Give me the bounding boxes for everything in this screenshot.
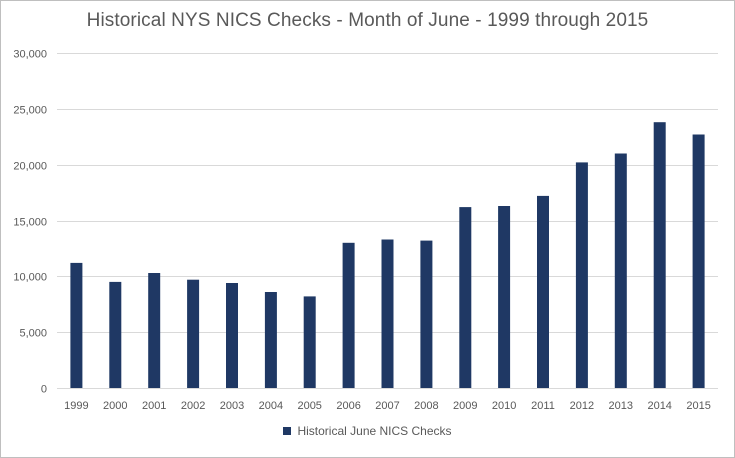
bar-2007 <box>381 239 394 388</box>
y-tick-label: 30,000 <box>13 49 47 61</box>
x-tick-label: 2002 <box>181 400 205 412</box>
x-tick-label: 2015 <box>686 400 710 412</box>
chart-title: Historical NYS NICS Checks - Month of Ju… <box>86 10 649 31</box>
bar-2009 <box>459 207 472 388</box>
x-tick-label: 2005 <box>297 400 321 412</box>
x-tick-label: 2009 <box>453 400 477 412</box>
bar-2015 <box>692 134 705 388</box>
bar-2006 <box>342 242 355 388</box>
y-tick-label: 25,000 <box>13 105 47 117</box>
bar-1999 <box>70 262 83 388</box>
bar-2013 <box>614 153 627 388</box>
x-tick-label: 2011 <box>531 400 555 412</box>
y-tick-label: 10,000 <box>13 272 47 284</box>
legend-label: Historical June NICS Checks <box>297 424 452 438</box>
x-tick-label: 2014 <box>647 400 671 412</box>
x-tick-label: 2001 <box>142 400 166 412</box>
bar-2011 <box>537 195 549 388</box>
legend-swatch <box>283 427 292 435</box>
bar-2005 <box>303 296 316 388</box>
legend: Historical June NICS Checks <box>0 424 735 438</box>
bar-2002 <box>187 279 200 388</box>
y-axis-tick-labels: 0 5,000 10,000 15,000 20,000 25,000 30,000 <box>13 49 47 396</box>
bar-2000 <box>109 281 122 388</box>
x-tick-label: 2012 <box>570 400 594 412</box>
y-tick-label: 5,000 <box>19 328 47 340</box>
x-tick-label: 2008 <box>414 400 438 412</box>
x-tick-label: 2007 <box>375 400 399 412</box>
y-tick-label: 15,000 <box>13 217 47 229</box>
bar-2008 <box>420 240 433 388</box>
bar-2012 <box>575 162 588 388</box>
x-tick-label: 2010 <box>492 400 516 412</box>
x-tick-label: 2003 <box>220 400 244 412</box>
x-axis-tick-labels: 1999 2000 2001 2002 2003 2004 2005 2006 2007 2008… <box>64 400 711 412</box>
x-tick-label: 2006 <box>336 400 360 412</box>
x-tick-label: 2013 <box>609 400 633 412</box>
bar-2001 <box>148 273 161 388</box>
bars <box>70 122 705 388</box>
bar-2003 <box>226 283 238 388</box>
y-tick-label: 20,000 <box>13 161 47 173</box>
bar-2004 <box>264 292 277 388</box>
y-tick-label: 0 <box>41 384 47 396</box>
x-tick-label: 1999 <box>64 400 88 412</box>
bar-2010 <box>498 206 511 388</box>
x-tick-label: 2004 <box>259 400 283 412</box>
bar-2014 <box>653 122 666 388</box>
x-tick-label: 2000 <box>103 400 127 412</box>
